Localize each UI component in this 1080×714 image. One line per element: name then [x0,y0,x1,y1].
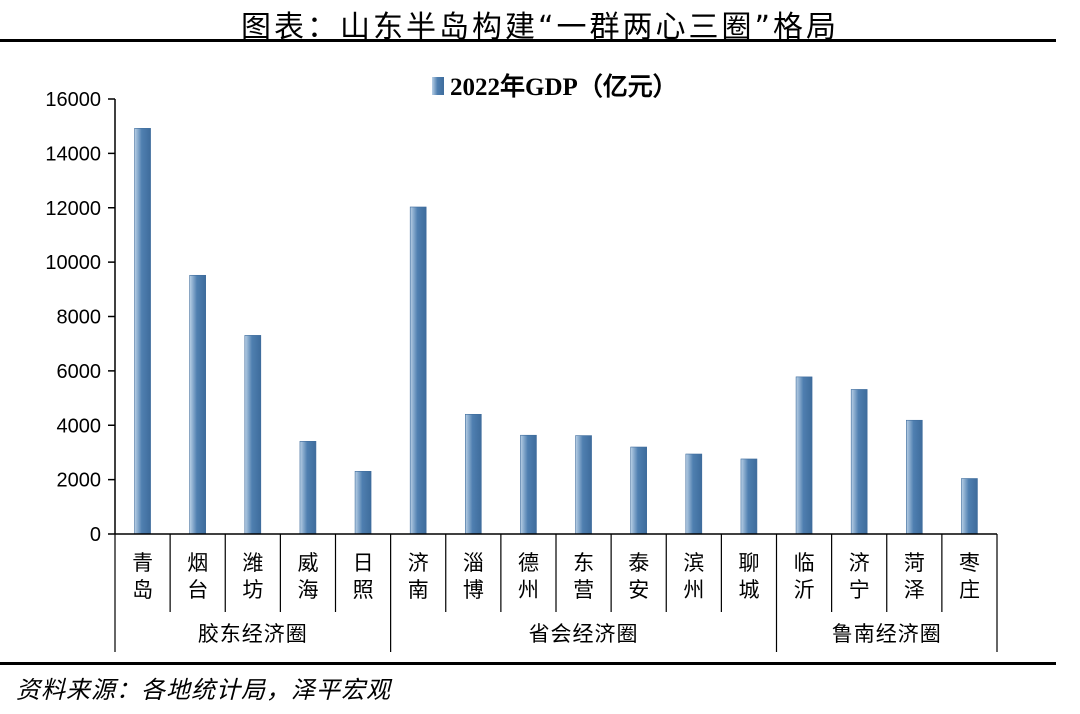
bar-chart: 2022年GDP（亿元） 0 2000 4000 6000 8000 10000 12000… [45,72,998,652]
y-tick-label: 6000 [57,361,102,383]
category-label: 枣 [959,551,980,575]
category-label: 济 [408,551,429,575]
y-tick-label: 14000 [45,143,101,165]
y-tick-label: 16000 [45,89,101,111]
legend-swatch [432,77,444,95]
category-label: 济 [849,551,870,575]
category-label: 宁 [849,578,870,602]
category-label: 德 [518,551,539,575]
category-label: 潍 [242,551,263,575]
y-tick-label: 4000 [57,415,102,437]
category-label: 岛 [132,578,153,602]
category-label: 庄 [959,578,980,602]
group-label: 胶东经济圈 [198,622,308,646]
bar [575,435,592,535]
category-label: 坊 [242,578,263,602]
bar [795,376,813,535]
group-label: 鲁南经济圈 [832,622,942,646]
bar [685,453,703,535]
bottom-rule [0,662,1056,665]
bar [906,419,923,535]
category-label: 南 [408,578,429,602]
y-tick-label: 8000 [57,307,102,329]
category-label: 台 [187,578,208,602]
category-label: 日 [353,551,374,575]
top-rule [0,39,1056,42]
category-label: 泽 [904,578,925,602]
bar [409,206,427,535]
bar [630,446,647,535]
category-label: 州 [518,578,539,602]
bar [850,389,868,535]
legend-label: 2022年GDP（亿元） [450,72,678,101]
chart-legend: 2022年GDP（亿元） [432,72,678,101]
category-label: 城 [738,578,759,602]
category-label: 威 [297,551,318,575]
category-label: 滨 [683,551,704,575]
bar [520,434,537,535]
bar [244,335,262,535]
y-tick-label: 10000 [45,252,101,274]
bar [189,274,206,535]
category-label: 东 [573,551,594,575]
bar [465,413,482,535]
category-label: 营 [573,578,594,602]
bar [134,128,151,535]
y-tick-label: 2000 [57,470,102,492]
category-label: 菏 [904,551,925,575]
y-tick-label: 12000 [45,198,101,220]
category-label: 临 [794,551,815,575]
bar [740,458,758,535]
y-tick-label: 0 [90,524,101,546]
category-label: 聊 [738,551,759,575]
group-label: 省会经济圈 [529,622,639,646]
category-label: 安 [628,578,649,602]
category-label: 博 [463,578,484,602]
source-note: 资料来源：各地统计局，泽平宏观 [16,676,391,704]
category-label: 沂 [794,578,815,602]
bars [134,128,978,535]
bar [354,471,372,535]
category-label: 青 [132,551,153,575]
category-label: 海 [297,578,318,602]
category-label: 州 [683,578,704,602]
category-label: 淄 [463,551,484,575]
category-label: 泰 [628,551,649,575]
y-axis: 0 2000 4000 6000 8000 10000 12000 14000 16000 [45,89,116,546]
category-label: 烟 [187,551,208,575]
category-label: 照 [353,578,374,602]
bar [299,441,317,535]
bar [961,478,978,535]
